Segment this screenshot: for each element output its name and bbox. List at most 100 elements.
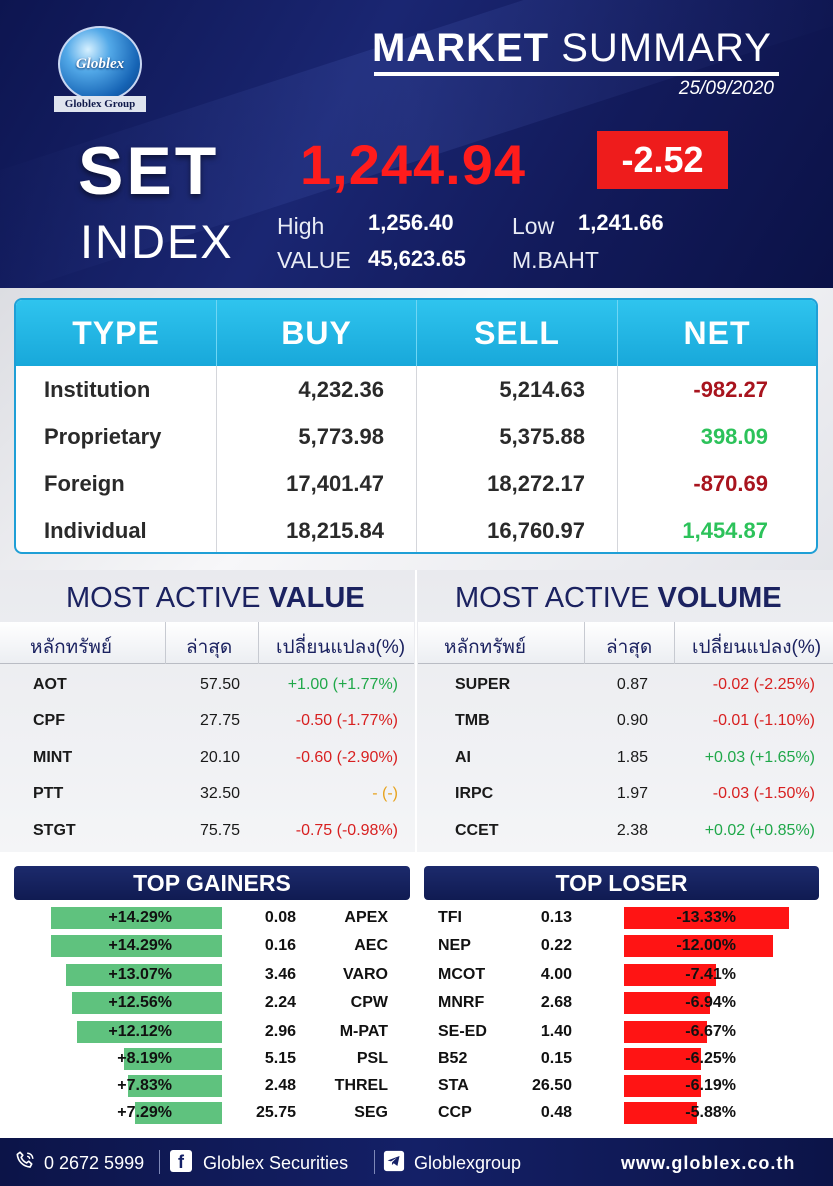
page-title-bold: MARKET (372, 26, 550, 70)
globe-logo-icon: Globlex (58, 26, 142, 102)
loss-price: 26.50 (531, 1077, 572, 1094)
gain-price: 3.46 (264, 966, 296, 983)
last-price: 32.50 (199, 785, 240, 802)
investor-type: Individual (44, 518, 147, 543)
high-value: 1,256.40 (368, 210, 454, 235)
phone-icon (16, 1151, 34, 1168)
gainer-row: +14.29% 0.16 AEC (0, 934, 410, 958)
loss-bar (624, 964, 716, 986)
gain-bar (72, 992, 222, 1014)
loser-row: TFI 0.13 -13.33% (0, 906, 833, 930)
header-separator (674, 622, 675, 664)
list-item: SUPER 0.87 -0.02 (-2.25%) (418, 668, 833, 705)
symbol: AI (455, 749, 471, 766)
last-price: 0.87 (616, 676, 648, 693)
symbol: SUPER (455, 676, 511, 693)
header-type: TYPE (72, 315, 160, 351)
gain-percent: +13.07% (108, 966, 172, 983)
gain-bar (135, 1102, 222, 1124)
net-value: -870.69 (617, 460, 816, 507)
value-unit: M.BAHT (512, 247, 599, 273)
list-item: PTT 32.50 - (-) (0, 777, 414, 814)
gain-percent: +14.29% (108, 909, 172, 926)
loss-bar (624, 1102, 697, 1124)
gain-bar (51, 935, 222, 957)
gain-symbol: VARO (342, 966, 388, 983)
value-label: VALUE (277, 247, 351, 273)
footer-facebook[interactable]: Globlex Securities (203, 1153, 349, 1173)
gainer-row: +13.07% 3.46 VARO (0, 963, 410, 987)
report-date: 25/09/2020 (678, 78, 774, 99)
gain-price: 2.48 (264, 1077, 296, 1094)
table-row: Foreign 17,401.47 18,272.17 -870.69 (16, 460, 816, 507)
footer-phone[interactable]: 0 2672 5999 (44, 1153, 145, 1173)
top-loser-title: TOP LOSER (424, 866, 819, 900)
footer-telegram[interactable]: Globlexgroup (414, 1153, 522, 1173)
gainer-row: +12.56% 2.24 CPW (0, 991, 410, 1015)
last-price: 2.38 (616, 822, 648, 839)
header-net: NET (617, 300, 816, 366)
last-price: 57.50 (199, 676, 240, 693)
price-change: +0.02 (+0.85%) (704, 822, 815, 839)
footer-separator (374, 1150, 375, 1174)
loss-symbol: TFI (438, 909, 462, 926)
table-row: Institution 4,232.36 5,214.63 -982.27 (16, 366, 816, 413)
gain-percent: +7.83% (117, 1077, 172, 1094)
gain-price: 2.24 (264, 994, 296, 1011)
gain-price: 2.96 (264, 1023, 296, 1040)
price-change: - (-) (372, 785, 398, 802)
gainer-row: +12.12% 2.96 M-PAT (0, 1020, 410, 1044)
loss-price: 0.48 (540, 1104, 572, 1121)
header-sell: SELL (416, 300, 617, 366)
gain-percent: +14.29% (108, 937, 172, 954)
list-item: MINT 20.10 -0.60 (-2.90%) (0, 741, 414, 778)
loss-percent: -6.19% (685, 1077, 736, 1094)
gain-symbol: M-PAT (339, 1023, 388, 1040)
investor-table-header: TYPE BUY SELL NET (16, 300, 816, 366)
header-change: เปลี่ยนแปลง(%) (692, 637, 822, 658)
high-label: High (277, 213, 325, 239)
loser-row: NEP 0.22 -12.00% (0, 934, 833, 958)
header-separator (584, 622, 585, 664)
loss-percent: -6.67% (685, 1023, 736, 1040)
loss-price: 0.22 (540, 937, 572, 954)
header-separator (258, 622, 259, 664)
loss-symbol: STA (438, 1077, 469, 1094)
most-active-value-header: หลักทรัพย์ ล่าสุด เปลี่ยนแปลง(%) (0, 622, 414, 664)
title-normal: MOST ACTIVE (455, 582, 658, 614)
loss-symbol: MNRF (438, 994, 485, 1011)
most-active-value-title: MOST ACTIVE VALUE (66, 582, 365, 615)
header-buy: BUY (216, 300, 416, 366)
price-change: -0.01 (-1.10%) (712, 712, 815, 729)
gain-symbol: APEX (344, 909, 388, 926)
symbol: STGT (33, 822, 76, 839)
page-title-normal: SUMMARY (561, 26, 772, 70)
gain-percent: +12.12% (108, 1023, 172, 1040)
top-gainers-title: TOP GAINERS (14, 866, 410, 900)
title-normal: MOST ACTIVE (66, 582, 269, 614)
most-active-volume-title: MOST ACTIVE VOLUME (455, 582, 782, 615)
investor-type-table: TYPE BUY SELL NET Institution 4,232.36 5… (14, 298, 818, 554)
gain-symbol: AEC (354, 937, 388, 954)
loss-symbol: SE-ED (438, 1023, 487, 1040)
investor-type: Institution (44, 377, 151, 402)
title-bold: VOLUME (657, 582, 782, 614)
loss-symbol: NEP (438, 937, 471, 954)
value-amount: 45,623.65 (368, 246, 466, 271)
globlex-logo: Globlex Globlex Group (54, 24, 146, 114)
last-price: 1.97 (616, 785, 648, 802)
index-name-set: SET (78, 133, 220, 209)
facebook-icon: f (170, 1150, 192, 1172)
gain-percent: +7.29% (117, 1104, 172, 1121)
title-bold: VALUE (268, 582, 365, 614)
gain-bar (66, 964, 222, 986)
gain-bar (77, 1021, 222, 1043)
loss-symbol: CCP (438, 1104, 472, 1121)
last-price: 20.10 (199, 749, 240, 766)
loss-symbol: MCOT (438, 966, 486, 983)
footer-website-link[interactable]: www.globlex.co.th (621, 1153, 796, 1173)
page-title: MARKET SUMMARY (372, 26, 772, 71)
investor-type: Proprietary (44, 424, 162, 449)
gain-symbol: PSL (356, 1050, 388, 1067)
gain-price: 0.08 (264, 909, 296, 926)
